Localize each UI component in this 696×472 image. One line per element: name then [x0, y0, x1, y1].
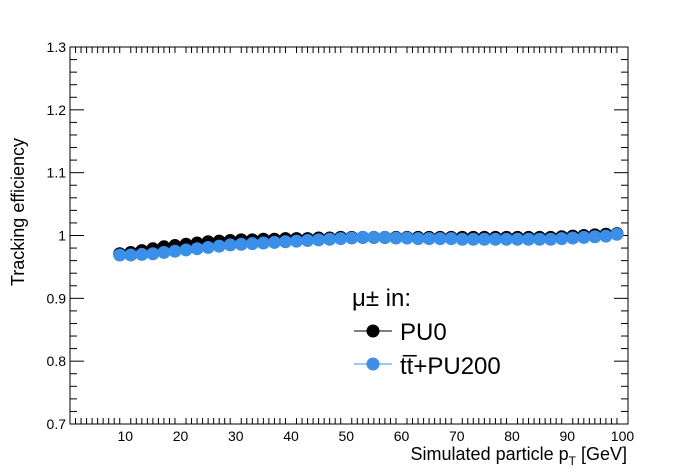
data-point — [356, 230, 370, 244]
data-point — [190, 242, 204, 256]
legend-label-pu0: PU0 — [400, 319, 447, 346]
data-point — [599, 229, 613, 243]
data-point — [511, 232, 525, 246]
data-point — [400, 231, 414, 245]
data-point — [533, 232, 547, 246]
data-point — [124, 248, 138, 262]
data-point — [146, 247, 160, 261]
x-axis-title-main: Simulated particle p — [411, 444, 569, 464]
y-tick-label: 1.3 — [47, 39, 67, 55]
data-point — [499, 232, 513, 246]
y-tick-label: 1.1 — [47, 165, 67, 181]
data-point — [234, 237, 248, 251]
legend-label-ttbar: tt̅+PU200 — [400, 353, 501, 380]
x-tick-label: 80 — [504, 428, 520, 444]
data-point — [278, 235, 292, 249]
x-tick-label: 20 — [173, 428, 189, 444]
x-axis-title-unit: [GeV] — [576, 444, 627, 464]
data-point — [566, 231, 580, 245]
data-point — [422, 232, 436, 246]
data-point — [610, 227, 624, 241]
data-point — [555, 232, 569, 246]
x-tick-label: 10 — [117, 428, 133, 444]
data-point — [577, 230, 591, 244]
y-tick-label: 1.2 — [47, 102, 67, 118]
x-axis: 10 20 30 40 50 60 70 80 90 100 — [75, 47, 635, 444]
data-point — [157, 245, 171, 259]
legend-title: μ± in: — [352, 285, 411, 312]
data-point — [389, 231, 403, 245]
y-tick-label: 0.7 — [47, 416, 67, 432]
x-tick-label: 60 — [394, 428, 410, 444]
data-point — [378, 230, 392, 244]
x-tick-label: 40 — [283, 428, 299, 444]
data-point — [345, 231, 359, 245]
x-tick-label: 30 — [228, 428, 244, 444]
y-tick-label: 0.9 — [47, 290, 67, 306]
data-point — [367, 230, 381, 244]
data-point — [245, 237, 259, 251]
y-axis: 0.7 0.8 0.9 1 1.1 1.2 1.3 — [47, 39, 628, 432]
legend: μ± in: PU0 tt̅+PU200 — [352, 285, 501, 380]
data-point — [212, 239, 226, 253]
y-axis-title: Tracking efficiency — [8, 138, 28, 286]
series-layer — [113, 227, 624, 262]
data-point — [444, 232, 458, 246]
data-point — [179, 243, 193, 257]
x-tick-label: 90 — [559, 428, 575, 444]
data-point — [201, 240, 215, 254]
data-point — [135, 247, 149, 261]
x-tick-label: 70 — [449, 428, 465, 444]
data-point — [323, 232, 337, 246]
y-tick-label: 0.8 — [47, 353, 67, 369]
data-point — [522, 232, 536, 246]
legend-marker-ttbar — [366, 357, 380, 371]
data-point — [267, 235, 281, 249]
data-point — [455, 232, 469, 246]
x-axis-title: Simulated particle pT [GeV] — [411, 444, 627, 468]
data-point — [168, 244, 182, 258]
legend-marker-pu0 — [366, 324, 380, 338]
x-tick-label: 50 — [338, 428, 354, 444]
y-tick-label: 1 — [58, 228, 66, 244]
data-point — [411, 232, 425, 246]
data-point — [433, 232, 447, 246]
data-point — [256, 236, 270, 250]
data-point — [113, 248, 127, 262]
series-ttbar-pu200 — [113, 227, 624, 262]
data-point — [466, 232, 480, 246]
data-point — [290, 234, 304, 248]
x-axis-title-subscript: T — [569, 454, 577, 468]
data-point — [477, 232, 491, 246]
data-point — [588, 230, 602, 244]
data-point — [223, 238, 237, 252]
data-point — [312, 233, 326, 247]
data-point — [301, 234, 315, 248]
data-point — [488, 232, 502, 246]
data-point — [544, 232, 558, 246]
data-point — [334, 232, 348, 246]
x-tick-label: 100 — [611, 428, 635, 444]
